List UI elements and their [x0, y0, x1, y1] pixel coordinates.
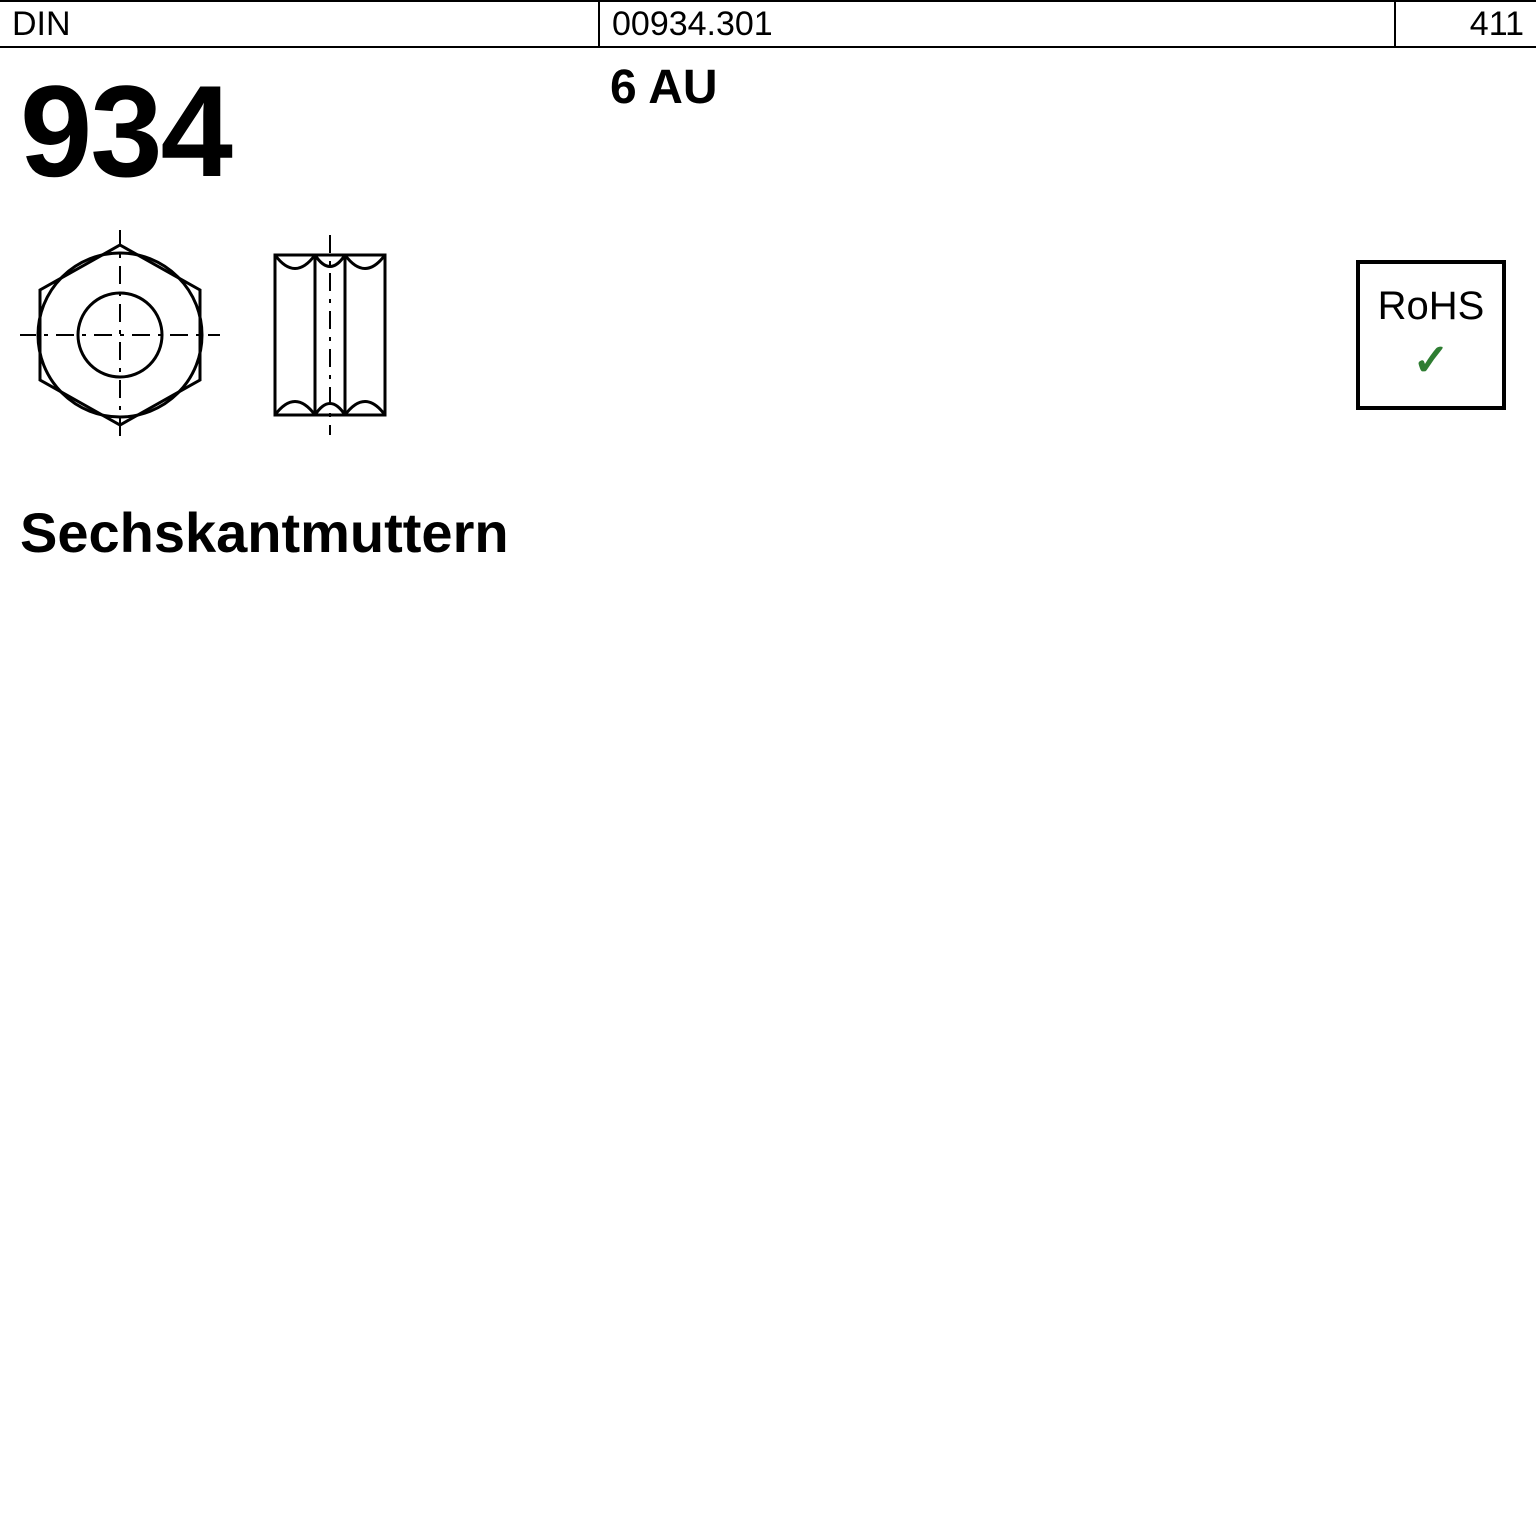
header-row: DIN 00934.301 411 — [0, 0, 1536, 48]
standard-number: 934 — [20, 66, 1536, 196]
material-code: 6 AU — [610, 60, 718, 115]
hex-nut-top-view-icon — [20, 230, 220, 440]
technical-diagram — [20, 230, 400, 440]
header-article-code: 00934.301 — [600, 2, 1396, 46]
rohs-badge: RoHS ✓ — [1356, 260, 1506, 410]
header-standard-label: DIN — [0, 2, 600, 46]
rohs-check-icon: ✓ — [1413, 335, 1450, 386]
product-title: Sechskantmuttern — [20, 500, 509, 565]
header-page-number: 411 — [1396, 2, 1536, 46]
hex-nut-side-view-icon — [260, 230, 400, 440]
rohs-label: RoHS — [1378, 284, 1485, 329]
